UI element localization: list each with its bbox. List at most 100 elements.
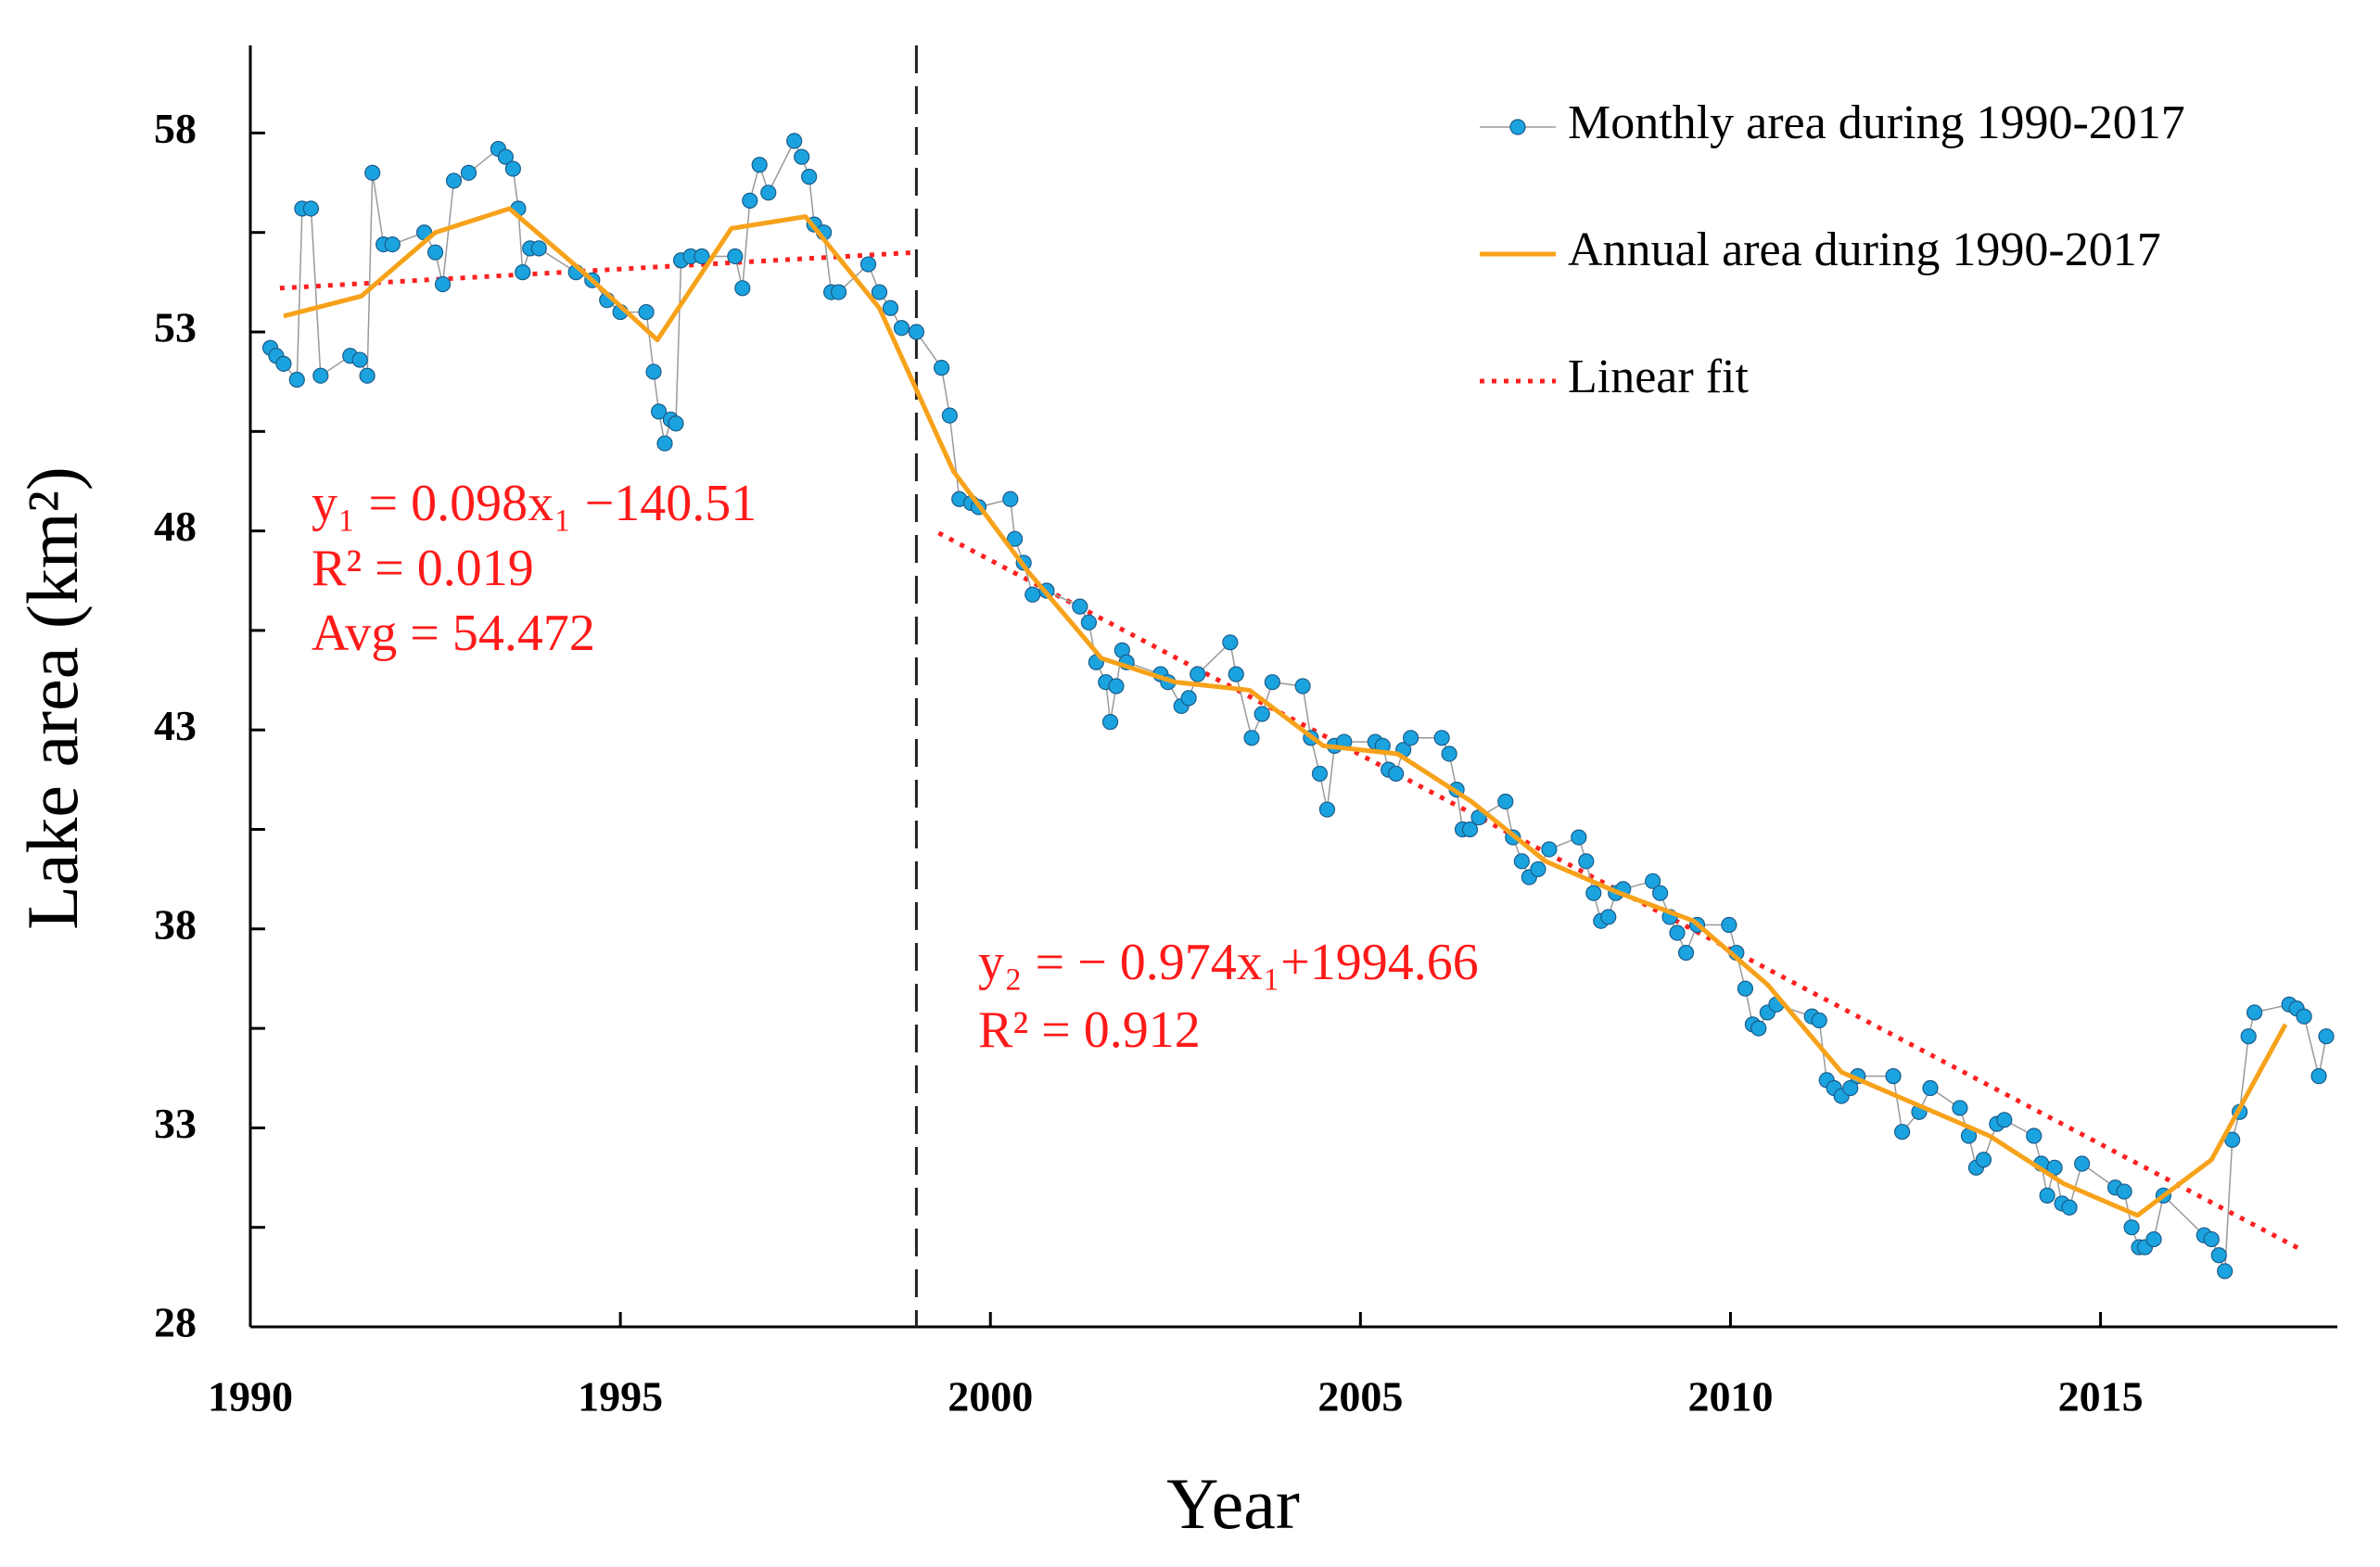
monthly-point bbox=[751, 157, 768, 173]
monthly-point bbox=[2210, 1247, 2227, 1264]
monthly-point bbox=[2310, 1068, 2327, 1085]
monthly-point bbox=[1677, 944, 1695, 962]
monthly-point bbox=[1002, 490, 1019, 507]
monthly-point bbox=[1645, 873, 1661, 889]
monthly-point bbox=[1530, 860, 1546, 878]
monthly-point bbox=[434, 275, 452, 293]
y-tick-label: 43 bbox=[154, 702, 197, 749]
monthly-point bbox=[1513, 853, 1530, 870]
monthly-point bbox=[351, 351, 368, 368]
monthly-point bbox=[1461, 821, 1479, 838]
monthly-point bbox=[1922, 1079, 1939, 1097]
y-tick-label: 53 bbox=[154, 304, 197, 351]
monthly-point bbox=[2145, 1230, 2162, 1248]
fit-equation: R² = 0.019 bbox=[312, 540, 534, 597]
monthly-point bbox=[742, 192, 758, 209]
monthly-point bbox=[1072, 598, 1088, 615]
monthly-point bbox=[2240, 1028, 2257, 1045]
x-tick-label: 1990 bbox=[208, 1373, 293, 1420]
monthly-point bbox=[2116, 1183, 2132, 1200]
monthly-point bbox=[1294, 678, 1311, 694]
monthly-point bbox=[1996, 1112, 2013, 1128]
monthly-point bbox=[426, 244, 444, 261]
monthly-point bbox=[1080, 614, 1097, 631]
monthly-point bbox=[364, 164, 381, 181]
fit-equation: y₁ = 0.098x₁ −140.51 bbox=[312, 475, 757, 532]
monthly-point bbox=[794, 148, 810, 165]
fit-equation: Avg = 54.472 bbox=[312, 605, 595, 662]
monthly-point bbox=[871, 284, 888, 300]
monthly-point bbox=[1652, 885, 1669, 901]
fit-equation: R² = 0.912 bbox=[978, 1001, 1201, 1059]
fit-line bbox=[279, 249, 2302, 1252]
monthly-point bbox=[1403, 730, 1419, 746]
monthly-point bbox=[1190, 666, 1206, 682]
fit-equation: y₂ = − 0.974x₁+1994.66 bbox=[978, 934, 1479, 991]
monthly-point bbox=[645, 363, 662, 380]
monthly-point bbox=[359, 367, 375, 384]
monthly-point bbox=[1243, 730, 1260, 746]
legend-label: Linear fit bbox=[1568, 350, 1749, 403]
monthly-point bbox=[830, 284, 847, 300]
x-tick-label: 2005 bbox=[1317, 1373, 1403, 1420]
monthly-point bbox=[1541, 841, 1558, 858]
monthly-point bbox=[760, 185, 777, 201]
y-tick-label: 48 bbox=[154, 503, 197, 550]
monthly-point bbox=[1497, 793, 1514, 810]
monthly-point bbox=[2026, 1127, 2043, 1144]
monthly-point bbox=[1750, 1020, 1767, 1037]
y-tick-label: 33 bbox=[154, 1100, 197, 1147]
monthly-point bbox=[1254, 706, 1270, 722]
y-tick-label: 58 bbox=[154, 105, 197, 152]
y-tick-label: 28 bbox=[154, 1299, 197, 1346]
monthly-point bbox=[2217, 1263, 2234, 1280]
monthly-point bbox=[656, 435, 673, 452]
monthly-point bbox=[1388, 765, 1405, 783]
monthly-point bbox=[1975, 1152, 1992, 1168]
monthly-point bbox=[302, 200, 320, 217]
monthly-point bbox=[2039, 1187, 2055, 1204]
monthly-point bbox=[515, 264, 531, 281]
monthly-point bbox=[1101, 714, 1119, 731]
monthly-point bbox=[530, 240, 547, 257]
monthly-point bbox=[941, 407, 958, 424]
monthly-point bbox=[384, 236, 401, 253]
monthly-point bbox=[1737, 980, 1754, 997]
monthly-point bbox=[504, 160, 521, 177]
monthly-point bbox=[1441, 745, 1457, 762]
monthly-point bbox=[1180, 690, 1197, 707]
monthly-point bbox=[727, 248, 744, 265]
monthly-point bbox=[2246, 1004, 2263, 1021]
legend-label: Annual area during 1990-2017 bbox=[1568, 223, 2161, 276]
monthly-point bbox=[1006, 530, 1024, 547]
legend-label: Monthly area during 1990-2017 bbox=[1568, 96, 2185, 149]
monthly-point bbox=[1571, 829, 1587, 846]
y-axis-title: Lake area (km²) bbox=[12, 466, 93, 930]
annual-line bbox=[283, 206, 2288, 1218]
monthly-point bbox=[1952, 1100, 1968, 1116]
monthly-point bbox=[1311, 765, 1329, 783]
monthly-point bbox=[933, 360, 950, 376]
monthly-point bbox=[734, 280, 751, 297]
monthly-point bbox=[2046, 1159, 2063, 1176]
monthly-point bbox=[2203, 1230, 2220, 1248]
monthly-point bbox=[275, 355, 292, 372]
monthly-point bbox=[668, 415, 684, 432]
monthly-point bbox=[1600, 909, 1617, 925]
monthly-point bbox=[445, 172, 463, 189]
monthly-point bbox=[312, 367, 329, 384]
monthly-point bbox=[2074, 1155, 2091, 1172]
monthly-point bbox=[1894, 1124, 1911, 1140]
monthly-point bbox=[1228, 666, 1244, 682]
x-axis-title: Year bbox=[1166, 1463, 1300, 1544]
monthly-point bbox=[460, 164, 477, 181]
x-tick-label: 1995 bbox=[578, 1373, 663, 1420]
monthly-point bbox=[694, 248, 710, 265]
legend-marker bbox=[1509, 119, 1526, 135]
x-tick-label: 2010 bbox=[1687, 1373, 1773, 1420]
monthly-point bbox=[1578, 853, 1595, 870]
monthly-point bbox=[1721, 916, 1737, 934]
monthly-point bbox=[1669, 924, 1686, 941]
x-tick-label: 2000 bbox=[948, 1373, 1033, 1420]
